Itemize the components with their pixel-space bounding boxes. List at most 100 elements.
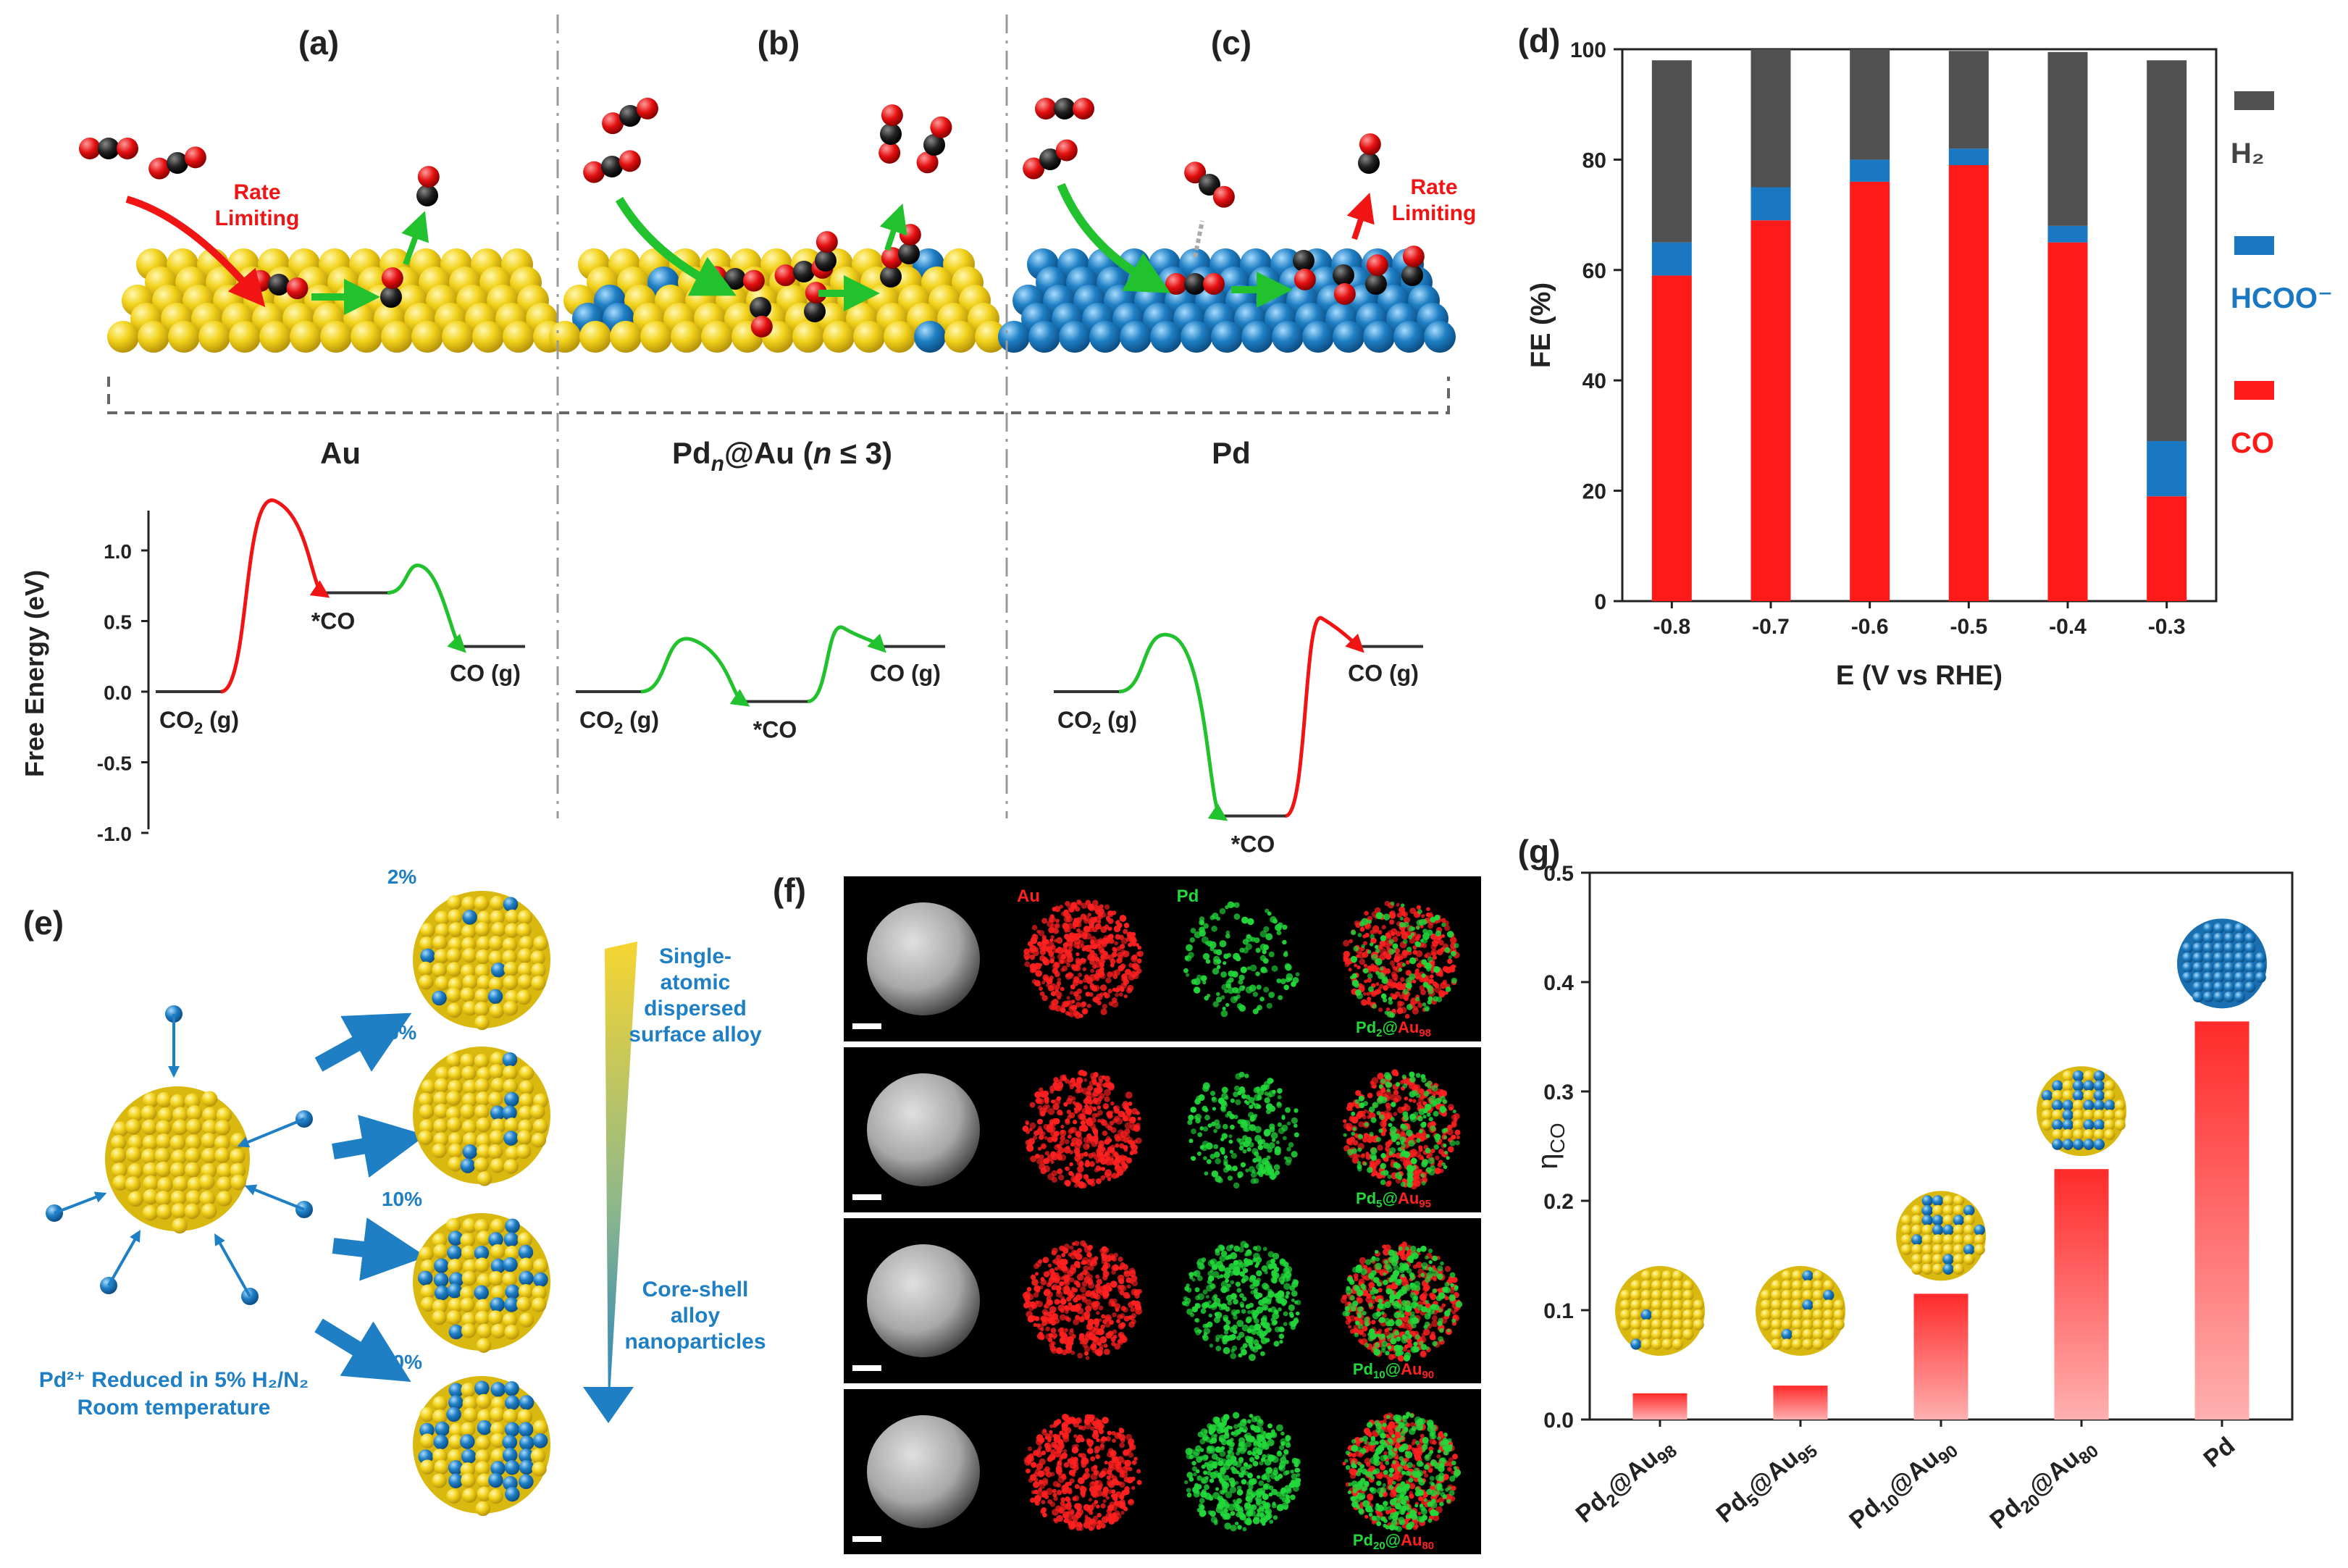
eds-signal-dot: [1194, 1303, 1199, 1307]
eds-signal-dot: [1202, 1335, 1209, 1341]
reduction-arrow: [332, 1217, 427, 1281]
eds-signal-dot: [1042, 1259, 1047, 1263]
chart-d-frame: [1621, 48, 2218, 603]
energy-path-step1: [220, 498, 330, 694]
bar-h2: [2047, 51, 2088, 226]
au-atom: [446, 962, 462, 977]
eds-signal-dot: [1431, 939, 1439, 947]
eds-signal-dot: [1083, 985, 1088, 990]
eds-signal-dot: [1400, 903, 1405, 907]
eds-signal-dot: [1355, 1320, 1360, 1325]
eds-signal-dot: [1054, 1450, 1062, 1458]
eds-signal-dot: [1051, 1170, 1057, 1177]
au-atom: [448, 1066, 463, 1081]
eds-signal-dot: [1114, 1303, 1121, 1310]
eds-signal-dot: [1389, 960, 1396, 966]
au-atom: [433, 1132, 449, 1147]
eds-signal-dot: [1074, 1484, 1080, 1489]
eds-signal-dot: [1380, 1078, 1386, 1084]
eds-signal-dot: [1212, 1001, 1219, 1007]
eds-signal-dot: [1202, 1323, 1207, 1328]
eds-signal-dot: [1223, 1346, 1230, 1354]
eds-signal-dot: [1358, 1278, 1365, 1286]
eds-signal-dot: [1060, 1337, 1066, 1343]
eds-signal-dot: [1288, 1141, 1294, 1148]
au-atom: [141, 1119, 158, 1135]
eds-signal-dot: [1022, 1125, 1029, 1132]
eds-signal-dot: [1416, 934, 1422, 939]
eds-signal-dot: [1357, 932, 1362, 937]
eds-signal-dot: [1264, 1097, 1270, 1104]
eds-signal-dot: [1364, 979, 1368, 984]
au-atom: [460, 1104, 475, 1119]
eds-signal-dot: [1249, 1456, 1255, 1462]
eds-signal-dot: [1118, 1427, 1125, 1434]
eds-signal-dot: [1076, 1160, 1083, 1167]
eds-signal-dot: [1349, 1116, 1355, 1123]
eds-signal-dot: [1075, 1315, 1081, 1320]
eds-signal-dot: [1032, 1481, 1040, 1488]
eds-signal-dot: [1219, 1274, 1224, 1278]
eds-signal-dot: [1233, 913, 1241, 921]
eds-signal-dot: [1406, 1182, 1413, 1188]
ion-arrow: [107, 1230, 141, 1286]
eds-signal-dot: [1295, 1311, 1300, 1316]
au-atom: [461, 896, 477, 912]
eds-signal-dot: [1066, 996, 1070, 1000]
bar-h2: [1750, 49, 1791, 188]
eds-signal-dot: [1030, 936, 1038, 944]
eds-signal-dot: [1256, 1278, 1261, 1283]
eds-signal-dot: [1247, 1511, 1253, 1517]
eds-signal-dot: [1406, 1338, 1412, 1344]
eds-signal-dot: [1202, 1289, 1208, 1295]
pd-atom: [435, 1421, 450, 1437]
pd-atom: [505, 1284, 520, 1300]
percentage-label: 10%: [382, 1188, 422, 1210]
au-atom: [125, 1146, 142, 1162]
eds-signal-dot: [1119, 1143, 1125, 1149]
eds-signal-dot: [1258, 1419, 1263, 1424]
au-atom: [432, 935, 448, 950]
eds-signal-dot: [1110, 1101, 1115, 1106]
eds-signal-dot: [1278, 1307, 1282, 1312]
eds-signal-dot: [1122, 1101, 1129, 1107]
eds-signal-dot: [1196, 1475, 1202, 1481]
eds-signal-dot: [1223, 1330, 1229, 1335]
eds-signal-dot: [1277, 1095, 1282, 1099]
eds-signal-dot: [1369, 942, 1374, 947]
eds-signal-dot: [1402, 1111, 1409, 1118]
au-atom: [490, 1218, 506, 1234]
eds-signal-dot: [1247, 918, 1254, 926]
eds-signal-dot: [1373, 1277, 1380, 1283]
eds-signal-dot: [1437, 1273, 1443, 1280]
surface-atom: [1181, 321, 1212, 353]
eds-signal-dot: [1244, 1126, 1250, 1133]
eds-signal-dot: [1099, 1336, 1107, 1343]
au-atom: [476, 1393, 492, 1409]
surface-atom: [351, 321, 382, 353]
energy-axis-label: Free Energy (eV): [20, 570, 49, 777]
eds-signal-dot: [1254, 1125, 1262, 1133]
eds-signal-dot: [1225, 934, 1230, 939]
eds-signal-dot: [1449, 1140, 1456, 1146]
pd-atom: [504, 1380, 519, 1396]
eds-signal-dot: [1402, 911, 1409, 918]
eds-signal-dot: [1111, 1270, 1116, 1275]
au-atom: [504, 1245, 520, 1261]
carbon-atom: [601, 156, 623, 177]
scale-bar: [852, 1194, 881, 1200]
eds-signal-dot: [1402, 949, 1409, 957]
eds-signal-dot: [1256, 1448, 1263, 1456]
eds-signal-dot: [1082, 967, 1087, 971]
eds-signal-dot: [1235, 1099, 1241, 1106]
eds-signal-dot: [1377, 1073, 1384, 1080]
oxygen-atom: [1184, 162, 1207, 184]
eds-signal-dot: [1285, 1498, 1291, 1504]
eds-signal-dot: [1434, 1133, 1441, 1141]
eds-signal-dot: [1249, 1141, 1254, 1148]
eds-signal-dot: [1093, 1288, 1098, 1293]
au-atom: [490, 1433, 506, 1448]
carbon-atom: [804, 301, 826, 322]
carbon-atom: [724, 268, 746, 290]
eds-signal-dot: [1106, 918, 1110, 923]
